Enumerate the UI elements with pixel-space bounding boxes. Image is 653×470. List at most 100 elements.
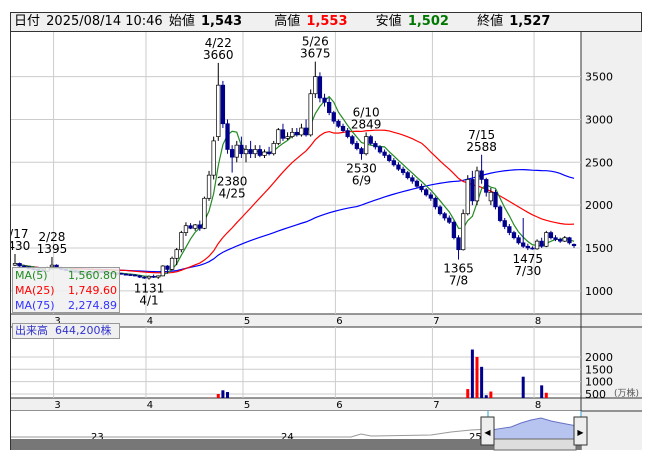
- low-label: 安値: [375, 14, 402, 29]
- candle-6/10: [363, 136, 369, 155]
- right-handle[interactable]: [573, 416, 588, 446]
- candle-6/9: [359, 148, 364, 155]
- low-value: 1,502: [407, 14, 449, 29]
- volume-bar-7/29: [521, 376, 525, 398]
- year-label: 23: [91, 432, 104, 443]
- month-tick-label: 6: [336, 400, 342, 411]
- candle-7/15: [479, 170, 484, 180]
- month-axis-bar-2: [11, 398, 642, 411]
- candle-4/17: [202, 197, 207, 229]
- candle-7/14: [474, 170, 480, 202]
- candle-6/2: [336, 120, 341, 127]
- volume-bar-7/17: [489, 391, 493, 398]
- open-label: 始値: [168, 14, 195, 29]
- candle-3/24: [119, 272, 124, 275]
- candle-5/12: [266, 151, 272, 155]
- candle-4/15: [193, 224, 198, 229]
- volume-label-text: 出来高: [15, 324, 48, 337]
- candle-7/18: [493, 191, 498, 208]
- candle-4/23: [220, 84, 226, 125]
- ma5-line: [14, 95, 575, 278]
- candle-5/8: [257, 149, 263, 156]
- candle-6/24: [410, 177, 415, 182]
- volume-bar-7/14: [475, 356, 479, 398]
- volume-bar-8/4: [540, 385, 544, 398]
- chart-canvas[interactable]: 3344556677881000150020002500300035005001…: [11, 13, 643, 451]
- candle-3/26: [128, 274, 133, 276]
- annotation-text: 6/9: [352, 174, 371, 188]
- annotation-text: 2530: [346, 162, 377, 176]
- month-tick-label: 3: [54, 316, 60, 327]
- right-arrow-icon: ▶: [577, 428, 584, 437]
- candle-7/23: [502, 220, 507, 227]
- candle-6/18: [391, 160, 396, 166]
- candle-6/3: [340, 125, 346, 131]
- price-tick-label: 2000: [585, 199, 613, 212]
- candle-7/29: [521, 242, 526, 247]
- candle-5/13: [271, 143, 276, 155]
- candle-2/18: [17, 263, 22, 267]
- candle-5/23: [308, 93, 313, 136]
- candle-5/29: [327, 101, 332, 113]
- month-tick-label: 8: [535, 400, 541, 411]
- candle-6/4: [345, 130, 350, 137]
- candle-6/16: [382, 151, 387, 156]
- candle-8/13: [567, 237, 572, 244]
- candle-4/10: [179, 232, 184, 251]
- candle-5/14: [276, 129, 281, 144]
- candle-5/30: [331, 112, 336, 122]
- candle-8/12: [562, 237, 567, 242]
- candle-4/8: [169, 257, 175, 270]
- candle-7/17: [488, 191, 494, 202]
- candle-6/6: [354, 143, 360, 149]
- navigator-scrollbar-thumb[interactable]: [493, 438, 577, 451]
- candle-8/14: [571, 243, 577, 247]
- candle-7/24: [507, 226, 512, 233]
- year-label: 25: [469, 432, 482, 443]
- ohlc-header: 日付 2025/08/14 10:46 始値 1,543 高値 1,553 安値…: [11, 13, 641, 32]
- candle-3/28: [137, 275, 142, 278]
- ma75-value: 2,274.89: [68, 299, 117, 312]
- left-handle[interactable]: [480, 416, 495, 446]
- candle-7/31: [530, 247, 535, 250]
- candle-4/1: [146, 275, 152, 279]
- annotation-text: 1475: [513, 252, 544, 266]
- candle-5/19: [290, 131, 295, 137]
- candle-7/25: [511, 232, 517, 239]
- ma75-line: [14, 169, 575, 273]
- annotation-text: 4/25: [219, 187, 246, 201]
- volume-bar-4/23: [221, 390, 225, 398]
- volume-bar-4/22: [216, 394, 220, 398]
- month-tick-label: 4: [147, 400, 153, 411]
- annotation-text: 7/30: [514, 264, 541, 278]
- candle-8/5: [544, 232, 549, 247]
- ma5-value: 1,560.80: [68, 269, 117, 282]
- month-tick-label: 8: [535, 316, 541, 327]
- volume-tick-label: 1000: [585, 376, 613, 389]
- candle-4/16: [197, 224, 202, 229]
- candle-6/11: [368, 136, 373, 144]
- annotation-text: 3675: [300, 47, 331, 61]
- candle-3/31: [142, 276, 147, 279]
- annotation-text: 2/17: [11, 227, 28, 241]
- annotation-text: 2849: [351, 117, 382, 131]
- candle-4/30: [239, 144, 244, 155]
- close-value: 1,527: [509, 14, 551, 29]
- candle-4/21: [211, 140, 216, 176]
- candle-5/27: [317, 76, 323, 99]
- close-label: 終値: [477, 14, 504, 29]
- candle-7/1: [433, 197, 438, 208]
- candle-4/14: [188, 225, 193, 229]
- annotation-text: 7/8: [449, 274, 468, 288]
- month-tick-label: 4: [147, 316, 153, 327]
- annotation-text: 7/15: [468, 128, 495, 142]
- candle-6/5: [350, 136, 355, 144]
- candle-6/26: [419, 185, 424, 191]
- candle-2/28: [49, 264, 55, 268]
